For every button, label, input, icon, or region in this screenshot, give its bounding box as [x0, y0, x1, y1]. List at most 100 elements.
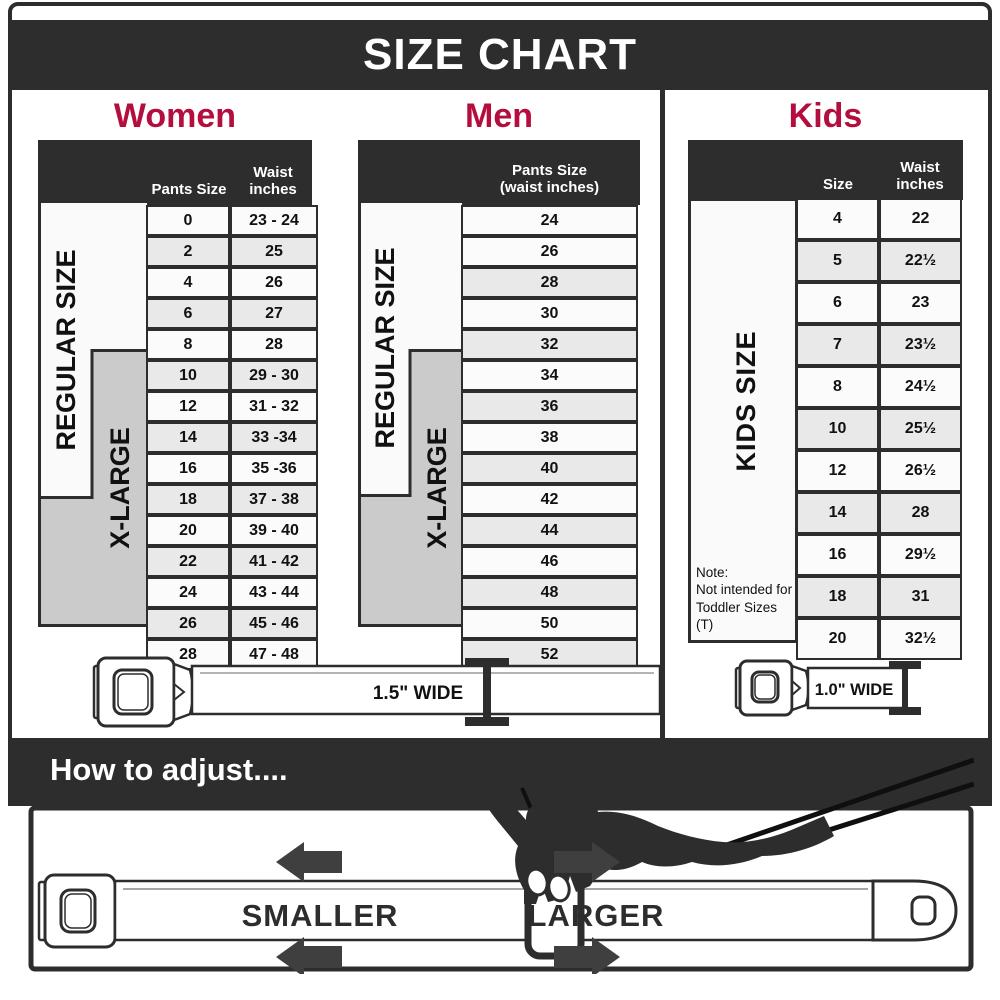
kids-heading: Kids — [788, 96, 863, 135]
cell-size: 10 — [796, 408, 879, 450]
cell-waist: 31 - 32 — [230, 391, 318, 422]
adult-belt-width-label: 1.5" WIDE — [373, 683, 463, 704]
cell-size: 26 — [146, 608, 230, 639]
table-row: 7 23½ — [796, 324, 962, 366]
table-row: 16 35 -36 — [146, 453, 318, 484]
women-col-pants-size: Pants Size — [151, 181, 227, 199]
cell-waist: 31 — [879, 576, 962, 618]
cell-waist: 29½ — [879, 534, 962, 576]
table-row: 6 23 — [796, 282, 962, 324]
kids-note: Note: Not intended for Toddler Sizes (T) — [696, 564, 795, 634]
kids-belt-illustration: 1.0" WIDE — [734, 659, 921, 717]
table-row: 6 27 — [146, 298, 318, 329]
men-heading: Men — [465, 96, 533, 135]
men-xlarge-label: X-LARGE — [422, 427, 452, 549]
cell-waist: 41 - 42 — [230, 546, 318, 577]
cell-waist: 27 — [230, 298, 318, 329]
cell-size: 14 — [146, 422, 230, 453]
men-col-line1: Pants Size — [511, 162, 588, 180]
cell-size: 24 — [146, 577, 230, 608]
table-row: 4 26 — [146, 267, 318, 298]
table-row: 10 25½ — [796, 408, 962, 450]
women-table-header: Pants Size Waist inches — [38, 140, 312, 205]
table-row: 42 — [461, 484, 638, 515]
table-row: 34 — [461, 360, 638, 391]
table-row: 16 29½ — [796, 534, 962, 576]
table-row: 24 — [461, 205, 638, 236]
table-row: 14 33 -34 — [146, 422, 318, 453]
cell-size: 16 — [796, 534, 879, 576]
cell-size: 12 — [796, 450, 879, 492]
cell-size: 28 — [461, 267, 638, 298]
table-row: 12 26½ — [796, 450, 962, 492]
cell-waist: 28 — [879, 492, 962, 534]
women-col-waist-line2: inches — [249, 181, 297, 199]
table-row: 32 — [461, 329, 638, 360]
table-row: 48 — [461, 577, 638, 608]
cell-waist: 23 - 24 — [230, 205, 318, 236]
cell-size: 44 — [461, 515, 638, 546]
cell-waist: 39 - 40 — [230, 515, 318, 546]
cell-size: 40 — [461, 453, 638, 484]
kids-size-table: 4 22 5 22½ 6 23 7 23½ 8 24½ 10 25½ 12 26½ 14 28 16 29½ 18 3… — [796, 198, 962, 660]
women-col-waist-line1: Waist — [253, 164, 293, 182]
table-row: 50 — [461, 608, 638, 639]
larger-label: LARGER — [528, 898, 665, 933]
men-regular-label: REGULAR SIZE — [370, 247, 400, 448]
table-row: 4 22 — [796, 198, 962, 240]
kids-size-label: KIDS SIZE — [730, 330, 761, 472]
cell-waist: 37 - 38 — [230, 484, 318, 515]
table-row: 10 29 - 30 — [146, 360, 318, 391]
cell-size: 12 — [146, 391, 230, 422]
kids-col-waist-line1: Waist — [900, 159, 940, 177]
pulled-strap-line — [717, 757, 974, 851]
kids-belt-width-label: 1.0" WIDE — [815, 681, 893, 699]
cell-waist: 45 - 46 — [230, 608, 318, 639]
table-row: 2 25 — [146, 236, 318, 267]
arrow-left-icon — [276, 842, 342, 882]
kids-note-line2: Not intended for — [696, 582, 793, 598]
table-row: 18 31 — [796, 576, 962, 618]
cell-waist: 25 — [230, 236, 318, 267]
buckle-latch-notch — [173, 683, 186, 701]
cell-size: 6 — [146, 298, 230, 329]
fingertip — [525, 867, 549, 897]
buckle-latch-notch — [791, 680, 802, 696]
women-xlarge-label: X-LARGE — [105, 427, 135, 549]
table-row: 26 — [461, 236, 638, 267]
kids-size-sidebar: KIDS SIZE Note: Not intended for Toddler… — [688, 198, 798, 643]
arrow-right-icon — [554, 842, 620, 882]
cell-size: 22 — [146, 546, 230, 577]
table-row: 12 31 - 32 — [146, 391, 318, 422]
cell-size: 26 — [461, 236, 638, 267]
buckle-button-inner — [754, 674, 776, 700]
table-row: 14 28 — [796, 492, 962, 534]
men-table-header: Pants Size (waist inches) — [358, 140, 640, 205]
table-row: 38 — [461, 422, 638, 453]
cell-waist: 43 - 44 — [230, 577, 318, 608]
cell-waist: 23½ — [879, 324, 962, 366]
width-gauge-icon — [889, 661, 921, 715]
cell-size: 16 — [146, 453, 230, 484]
buckle-button-inner — [117, 673, 149, 711]
table-row: 30 — [461, 298, 638, 329]
table-row: 8 28 — [146, 329, 318, 360]
cell-size: 30 — [461, 298, 638, 329]
cell-size: 50 — [461, 608, 638, 639]
women-regular-label: REGULAR SIZE — [51, 249, 81, 450]
women-col-waist: Waist inches — [234, 165, 312, 199]
cell-size: 32 — [461, 329, 638, 360]
cell-size: 5 — [796, 240, 879, 282]
cell-size: 38 — [461, 422, 638, 453]
cell-waist: 24½ — [879, 366, 962, 408]
cell-size: 2 — [146, 236, 230, 267]
kids-note-line1: Note: — [696, 564, 729, 580]
cell-size: 46 — [461, 546, 638, 577]
cell-size: 34 — [461, 360, 638, 391]
cell-size: 0 — [146, 205, 230, 236]
section-divider — [660, 90, 665, 738]
cell-size: 18 — [796, 576, 879, 618]
table-row: 24 43 - 44 — [146, 577, 318, 608]
table-row: 8 24½ — [796, 366, 962, 408]
